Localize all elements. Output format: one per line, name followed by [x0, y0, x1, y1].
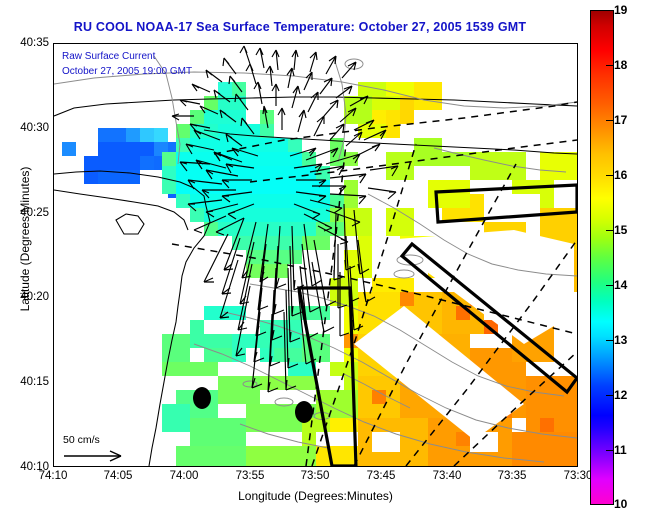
colorbar-tickmark-10: [606, 504, 614, 506]
colorbar-tick-0: 19: [614, 3, 628, 17]
colorbar-tickmark-12: [606, 395, 614, 397]
ytick-2: 40:25: [20, 207, 49, 219]
colorbar-tickmark-14: [606, 285, 614, 287]
figure-title: RU COOL NOAA-17 Sea Surface Temperature:…: [73, 20, 527, 34]
scale-legend-label: 50 cm/s: [63, 434, 100, 446]
radial-dashed-lines: [171, 101, 577, 466]
xtick-8: 73:30: [563, 470, 593, 482]
colorbar: [590, 10, 614, 505]
annotation-line-2: October 27, 2005 19:00 GMT: [62, 66, 193, 77]
sst-cool-plume: [162, 82, 358, 278]
colorbar-tick-3: 16: [614, 168, 628, 182]
survey-box-2: [399, 241, 577, 395]
ytick-5: 40:10: [20, 461, 49, 473]
colorbar-tick-5: 14: [614, 278, 628, 292]
colorbar-tickmark-19: [606, 10, 614, 12]
colorbar-tick-2: 17: [614, 113, 628, 127]
colorbar-tick-9: 10: [614, 497, 628, 511]
bathymetry-contours: [54, 55, 577, 463]
colorbar-tickmark-13: [606, 340, 614, 342]
survey-boxes: [297, 183, 577, 466]
xtick-0: 74:10: [38, 470, 68, 482]
colorbar-tickmark-11: [606, 450, 614, 452]
xtick-5: 73:45: [366, 470, 396, 482]
colorbar-tick-4: 15: [614, 223, 628, 237]
map-canvas: Raw Surface Current October 27, 2005 19:…: [54, 44, 577, 466]
sst-raster-and-overlays: [54, 44, 577, 466]
xtick-1: 74:05: [103, 470, 133, 482]
current-scale-legend: 50 cm/s: [63, 434, 133, 463]
sst-midshelf-green: [344, 82, 442, 250]
y-axis-label: Latitude (Degrees:Minutes): [18, 166, 32, 312]
map-plot-area[interactable]: Raw Surface Current October 27, 2005 19:…: [53, 43, 578, 467]
annotation-line-1: Raw Surface Current: [62, 51, 156, 62]
colorbar-tickmark-18: [606, 65, 614, 67]
station-marker-2: [295, 401, 313, 423]
xtick-7: 73:35: [497, 470, 527, 482]
colorbar-tick-1: 18: [614, 58, 628, 72]
colorbar-tick-8: 11: [614, 443, 627, 457]
ytick-1: 40:30: [20, 122, 49, 134]
x-axis-label: Longitude (Degrees:Minutes): [238, 489, 393, 503]
colorbar-tickmark-16: [606, 175, 614, 177]
colorbar-tick-6: 13: [614, 333, 628, 347]
scale-arrow-icon: [64, 450, 122, 462]
xtick-6: 73:40: [432, 470, 462, 482]
coastline: [54, 96, 577, 466]
colorbar-tickmark-15: [606, 230, 614, 232]
survey-box-3: [297, 286, 358, 466]
ytick-3: 40:20: [20, 291, 49, 303]
cloud-wedge-2: [354, 306, 524, 440]
y-axis-ticks: 40:35 40:30 40:25 40:20 40:15 40:10: [0, 0, 49, 519]
ytick-4: 40:15: [20, 376, 49, 388]
survey-box-1: [434, 183, 577, 224]
plot-annotation: Raw Surface Current October 27, 2005 19:…: [62, 49, 192, 79]
station-markers: [193, 387, 313, 423]
colorbar-tickmark-17: [606, 120, 614, 122]
ytick-0: 40:35: [20, 37, 49, 49]
xtick-4: 73:50: [300, 470, 330, 482]
colorbar-tick-7: 12: [614, 388, 628, 402]
xtick-3: 73:55: [235, 470, 265, 482]
xtick-2: 74:00: [169, 470, 199, 482]
station-marker-1: [193, 387, 211, 409]
surface-current-vectors: [171, 45, 399, 393]
